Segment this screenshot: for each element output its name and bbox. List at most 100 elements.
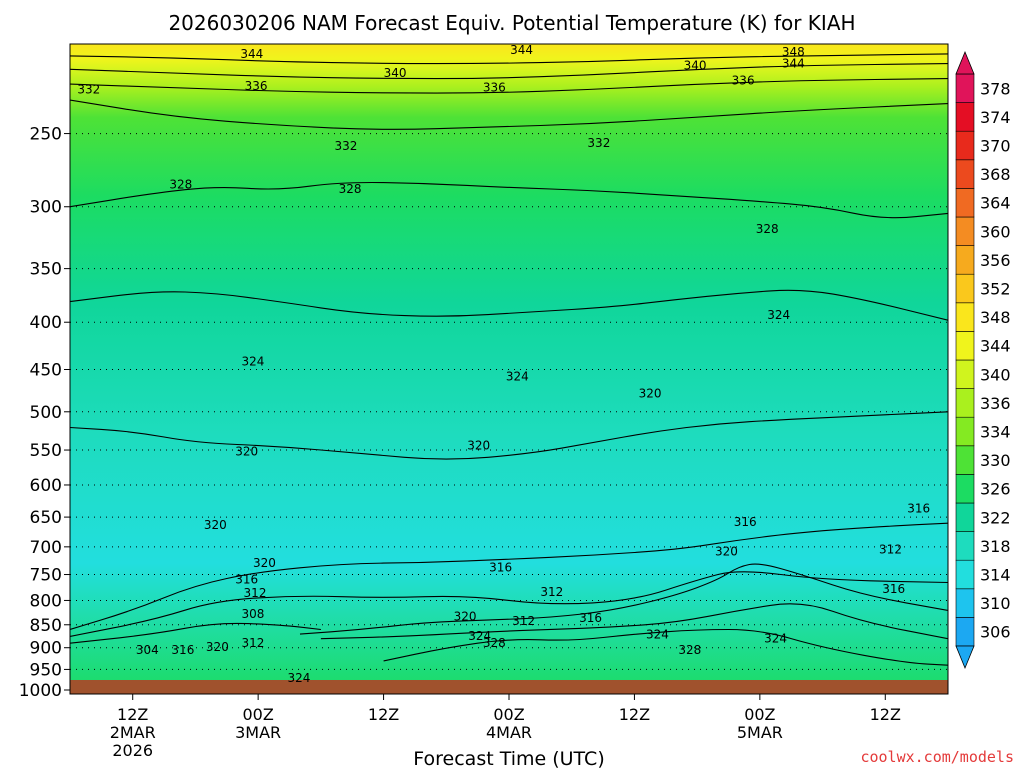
isentrope-308: [70, 622, 321, 644]
x-tick-label: 12Z: [870, 705, 901, 724]
colorbar-label-374: 374: [980, 108, 1011, 127]
colorbar-label-306: 306: [980, 623, 1011, 642]
chart-title: 2026030206 NAM Forecast Equiv. Potential…: [168, 11, 855, 35]
y-axis-pressure: 250 300 350 400 450 500 550 600 650 700 750 800 850 9…: [19, 125, 70, 701]
x-tick-label: 00Z: [493, 705, 524, 724]
colorbar-label-348: 348: [980, 308, 1011, 327]
contour-label: 344: [510, 43, 533, 57]
x-tick-date: 3MAR: [235, 723, 281, 742]
colorbar-label-322: 322: [980, 508, 1011, 527]
isentrope-340: [70, 63, 948, 80]
isentrope-324: [320, 603, 948, 640]
x-tick-label: 12Z: [619, 705, 650, 724]
colorbar-swatch-306: [955, 617, 975, 647]
isentrope-336: [70, 78, 948, 94]
contour-label: 328: [339, 182, 362, 196]
contour-label: 332: [334, 139, 357, 153]
colorbar-swatch-340: [955, 359, 975, 389]
x-tick-date: 5MAR: [737, 723, 783, 742]
colorbar-swatch-336: [955, 388, 975, 418]
contour-label: 328: [169, 178, 192, 192]
x-tick-date: 4MAR: [486, 723, 532, 742]
contour-label: 312: [540, 585, 563, 599]
contour-label: 320: [253, 556, 276, 570]
colorbar-swatch-370: [955, 130, 975, 161]
y-tick-label-600: 600: [30, 476, 62, 496]
isentrope-332: [70, 99, 948, 130]
contour-label: 328: [483, 636, 506, 650]
contour-label: 304: [136, 643, 159, 657]
isentrope-344: [70, 53, 948, 65]
colorbar-swatch-330: [955, 445, 975, 475]
contour-label: 316: [907, 501, 930, 515]
x-tick-label: 12Z: [117, 705, 148, 724]
contour-label: 336: [732, 73, 755, 87]
contour-label: 312: [879, 543, 902, 557]
contour-label: 324: [646, 628, 669, 642]
colorbar-swatch-334: [955, 416, 975, 447]
isentrope-316: [70, 522, 948, 631]
contour-label: 308: [241, 607, 264, 621]
contour-label: 320: [454, 610, 477, 624]
isentrope-320: [70, 411, 948, 460]
contour-label: 320: [639, 387, 662, 401]
contour-label: 324: [767, 308, 790, 322]
x-tick-label: 12Z: [368, 705, 399, 724]
isentrope-324: [70, 289, 948, 321]
y-tick-label-900: 900: [30, 639, 62, 659]
contour-label: 348: [782, 45, 805, 59]
contour-label: 320: [467, 439, 490, 453]
contour-label: 320: [204, 518, 227, 532]
colorbar-label-310: 310: [980, 594, 1011, 613]
contour-label: 344: [240, 47, 263, 61]
isentrope-328: [70, 181, 948, 219]
contour-label: 332: [77, 82, 100, 96]
contour-label: 316: [579, 611, 602, 625]
isentrope-328: [383, 628, 948, 666]
colorbar-swatch-368: [955, 159, 975, 189]
colorbar-label-330: 330: [980, 451, 1011, 470]
contour-label: 332: [587, 136, 610, 150]
x-axis-title: Forecast Time (UTC): [413, 748, 604, 768]
y-tick-label-700: 700: [30, 538, 62, 558]
contour-label: 328: [678, 643, 701, 657]
colorbar-swatch-344: [955, 331, 975, 361]
colorbar-swatch-322: [955, 502, 975, 532]
y-tick-label-850: 850: [30, 616, 62, 636]
y-tick-label-750: 750: [30, 566, 62, 586]
y-tick-label-650: 650: [30, 508, 62, 528]
contour-label: 316: [489, 561, 512, 575]
contour-label: 340: [684, 58, 707, 72]
colorbar-arrow-top: [955, 50, 975, 75]
contour-label: 324: [506, 370, 529, 384]
contour-label: 324: [764, 632, 787, 646]
colorbar-label-368: 368: [980, 165, 1011, 184]
x-tick-year: 2026: [112, 741, 153, 760]
colorbar-label-360: 360: [980, 222, 1011, 241]
contour-label: 320: [235, 444, 258, 458]
colorbar-swatch-326: [955, 474, 975, 504]
colorbar-label-364: 364: [980, 194, 1011, 213]
contour-label: 324: [241, 354, 264, 368]
y-tick-label-250: 250: [30, 125, 62, 145]
y-tick-label-950: 950: [30, 660, 62, 680]
colorbar-swatch-318: [955, 531, 975, 561]
contour-label: 312: [244, 586, 267, 600]
colorbar: 306 310 314 318 322 326 330 334 336 340 344 348 352 3…: [955, 50, 1011, 670]
colorbar-label-326: 326: [980, 480, 1011, 499]
plot-area: [70, 44, 948, 694]
contour-label: 320: [715, 544, 738, 558]
colorbar-swatch-374: [955, 102, 975, 132]
pressure-gridlines: [70, 133, 948, 691]
contour-label: 316: [171, 643, 194, 657]
colorbar-swatch-310: [955, 588, 975, 618]
colorbar-swatch-360: [955, 216, 975, 246]
colorbar-swatch-348: [955, 302, 975, 332]
contour-label: 316: [734, 515, 757, 529]
colorbar-label-340: 340: [980, 365, 1011, 384]
x-tick-label: 00Z: [744, 705, 775, 724]
contour-label: 336: [245, 79, 268, 93]
colorbar-label-336: 336: [980, 394, 1011, 413]
y-tick-label-1000: 1000: [19, 681, 62, 701]
